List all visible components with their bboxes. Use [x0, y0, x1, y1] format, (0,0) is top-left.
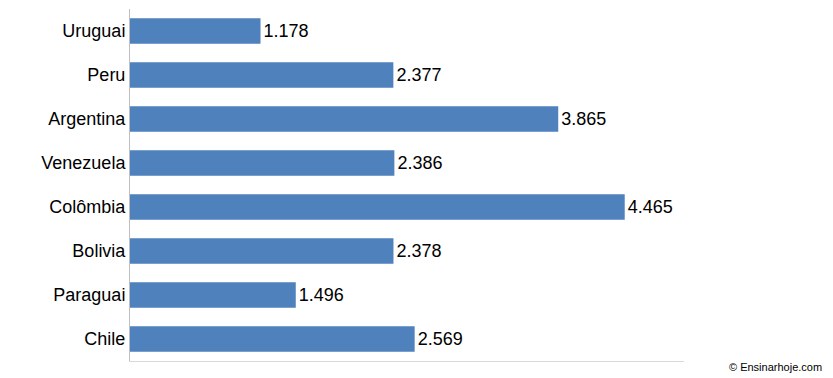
svg-text:2.569: 2.569: [418, 329, 463, 349]
svg-text:Argentina: Argentina: [48, 109, 126, 129]
svg-text:3.865: 3.865: [561, 109, 606, 129]
svg-text:Colômbia: Colômbia: [49, 197, 126, 217]
svg-text:Uruguai: Uruguai: [62, 21, 125, 41]
svg-text:2.386: 2.386: [397, 153, 442, 173]
svg-text:Bolivia: Bolivia: [72, 241, 126, 261]
svg-text:Paraguai: Paraguai: [53, 285, 125, 305]
svg-text:1.496: 1.496: [299, 285, 344, 305]
svg-text:Chile: Chile: [84, 329, 125, 349]
svg-text:2.377: 2.377: [396, 65, 441, 85]
svg-text:Peru: Peru: [87, 65, 125, 85]
svg-text:© Ensinarhoje.com: © Ensinarhoje.com: [729, 361, 822, 373]
svg-text:1.178: 1.178: [264, 21, 309, 41]
svg-text:2.378: 2.378: [396, 241, 441, 261]
svg-text:4.465: 4.465: [628, 197, 673, 217]
svg-text:Venezuela: Venezuela: [41, 153, 126, 173]
